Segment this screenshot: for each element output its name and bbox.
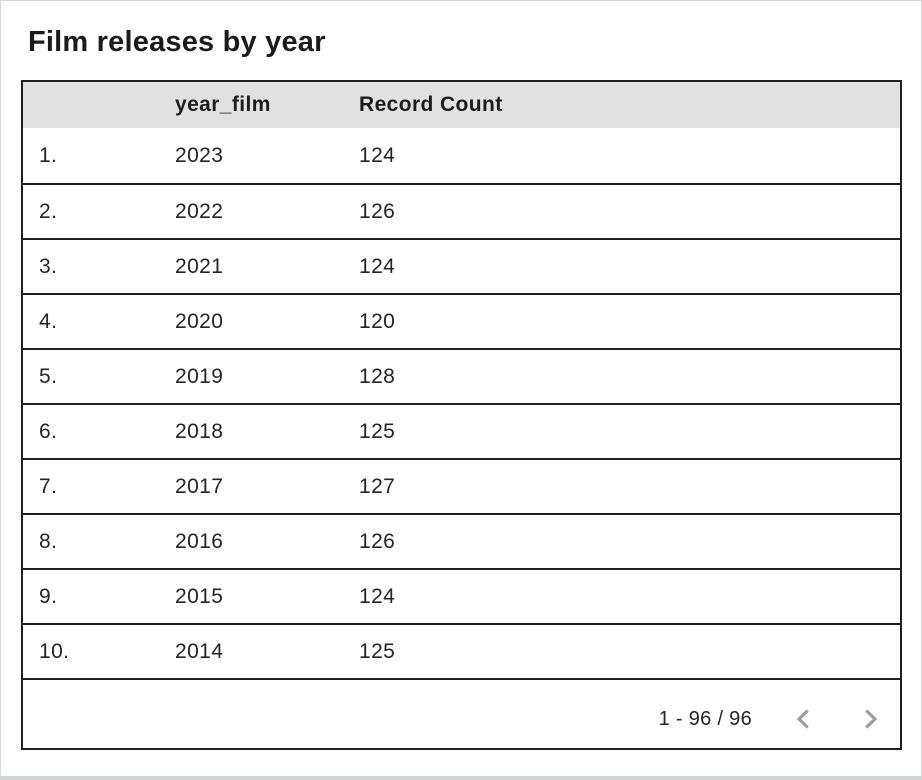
row-number-cell: 3. [39, 254, 58, 278]
record-count-cell: 125 [359, 419, 396, 443]
table-header-row: year_film Record Count [23, 82, 900, 128]
row-number-cell: 9. [39, 584, 58, 608]
table-row: 4. 2020 120 [23, 293, 900, 348]
record-count-cell: 124 [359, 254, 396, 278]
table-row: 2. 2022 126 [23, 183, 900, 238]
record-count-cell: 120 [359, 309, 396, 333]
year-film-cell: 2017 [175, 474, 224, 498]
year-film-cell: 2014 [175, 639, 224, 663]
row-number-cell: 2. [39, 199, 58, 223]
record-count-cell: 128 [359, 364, 396, 388]
record-count-cell: 124 [359, 143, 396, 167]
table-row: 9. 2015 124 [23, 568, 900, 623]
data-table: year_film Record Count 1. 2023 124 2. 20… [21, 80, 902, 750]
table-row: 3. 2021 124 [23, 238, 900, 293]
prev-page-button[interactable] [782, 697, 826, 741]
table-row: 7. 2017 127 [23, 458, 900, 513]
header-year-film[interactable]: year_film [175, 93, 271, 116]
year-film-cell: 2019 [175, 364, 224, 388]
header-record-count[interactable]: Record Count [359, 93, 503, 116]
next-page-button[interactable] [848, 697, 892, 741]
record-count-cell: 124 [359, 584, 396, 608]
record-count-cell: 127 [359, 474, 396, 498]
row-number-cell: 8. [39, 529, 58, 553]
table-row: 6. 2018 125 [23, 403, 900, 458]
record-count-cell: 126 [359, 199, 396, 223]
page-title: Film releases by year [28, 26, 326, 58]
year-film-cell: 2016 [175, 529, 224, 553]
year-film-cell: 2023 [175, 143, 224, 167]
table-row: 1. 2023 124 [23, 128, 900, 183]
chevron-left-icon [789, 704, 819, 734]
pagination-range-label: 1 - 96 / 96 [658, 707, 752, 730]
table-row: 8. 2016 126 [23, 513, 900, 568]
row-number-cell: 5. [39, 364, 58, 388]
row-number-cell: 1. [39, 143, 58, 167]
pagination-bar: 1 - 96 / 96 [23, 678, 900, 748]
year-film-cell: 2018 [175, 419, 224, 443]
table-row: 5. 2019 128 [23, 348, 900, 403]
year-film-cell: 2021 [175, 254, 224, 278]
table-row: 10. 2014 125 [23, 623, 900, 678]
year-film-cell: 2015 [175, 584, 224, 608]
row-number-cell: 10. [39, 639, 70, 663]
row-number-cell: 4. [39, 309, 58, 333]
year-film-cell: 2020 [175, 309, 224, 333]
record-count-cell: 125 [359, 639, 396, 663]
year-film-cell: 2022 [175, 199, 224, 223]
record-count-cell: 126 [359, 529, 396, 553]
row-number-cell: 7. [39, 474, 58, 498]
row-number-cell: 6. [39, 419, 58, 443]
chevron-right-icon [855, 704, 885, 734]
